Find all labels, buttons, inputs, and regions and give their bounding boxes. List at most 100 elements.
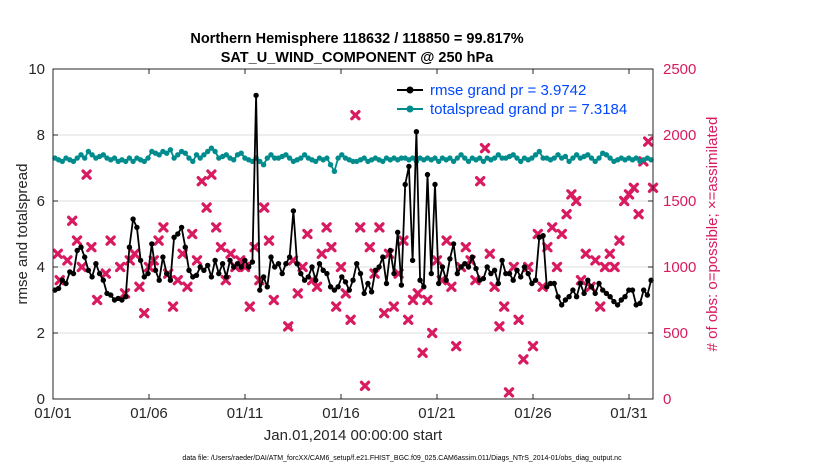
spread-point [78,152,84,158]
obs-assimilated-marker [71,235,83,246]
rmse-point [532,277,539,283]
footnote: data file: /Users/raeder/DAI/ATM_forcXX/… [182,455,622,462]
spread-point [499,155,505,161]
spread-point [596,155,602,161]
obs-assimilated-marker [412,288,423,299]
x-tick-label: 01/26 [514,405,552,422]
obs-assimilated-marker [460,242,471,253]
legend-rmse-marker [406,86,414,94]
obs-assimilated-marker [302,228,313,240]
obs-assimilated-marker [316,248,327,259]
rmse-point [540,233,546,239]
plot-background [53,69,653,399]
rmse-point [219,261,226,267]
rmse-point [447,256,453,262]
spread-point [212,148,218,155]
rmse-point [182,244,188,250]
obs-assimilated-marker [518,354,529,365]
rmse-point [577,280,583,287]
rmse-point [175,231,181,237]
obs-assimilated-marker [225,248,236,259]
obs-assimilated-marker [374,222,385,233]
obs-assimilated-marker [129,248,140,259]
obs-assimilated-marker [201,202,212,213]
obs-assimilated-marker [331,301,342,312]
spread-point [260,162,267,168]
obs-assimilated-marker [134,281,145,292]
obs-assimilated-marker [556,228,567,240]
rmse-point [216,270,222,277]
y-tick-label: 2 [37,325,45,342]
spread-point [141,158,147,165]
rmse-point [290,208,297,214]
spread-point [231,157,237,163]
rmse-point [119,297,125,303]
rmse-point [506,270,513,277]
obs-assimilated-marker [100,268,111,279]
y2-tick-label: 0 [663,391,671,408]
rmse-point [488,270,494,277]
rmse-point [253,92,259,99]
ticks: 01/01 01/06 01/11 01/16 01/21 01/26 01/31 0 2 4 6 8… [28,61,696,422]
spread-point [182,150,188,156]
rmse-point [242,257,248,264]
plot-frame [52,68,654,400]
spread-point [536,148,542,155]
spread-point [111,155,118,161]
obs-assimilated-marker [259,202,270,213]
chart-title: Northern Hemisphere 118632 / 118850 = 99… [190,31,523,47]
spread-point [514,155,520,161]
obs-assimilated-marker [628,182,639,193]
rmse-point [622,294,628,300]
rmse-point [637,300,643,306]
obs-assimilated-marker [345,314,356,325]
rmse-point [592,290,598,297]
obs-assimilated-marker [571,195,582,207]
obs-assimilated-marker [479,143,491,154]
rmse-point [383,280,390,287]
rmse-point [555,294,561,300]
obs-assimilated-marker [167,301,179,312]
obs-assimilated-marker [292,288,303,299]
x-tick-label: 01/06 [130,405,168,422]
obs-assimilated-marker [67,215,78,226]
rmse-point [59,277,65,283]
rmse-point [149,241,155,247]
spread-point [331,168,338,174]
spread-point [339,152,345,158]
spread-point [566,158,572,165]
rmse-point [421,284,427,290]
rmse-layer [52,92,654,308]
spread-point [167,147,174,153]
spread-point [529,155,535,161]
rmse-point [100,277,107,283]
rmse-point [305,274,311,280]
rmse-point [70,270,77,277]
y2-tick-label: 1000 [663,259,696,276]
chart-subtitle: SAT_U_WIND_COMPONENT @ 250 hPa [221,50,494,66]
spread-point [164,150,170,156]
rmse-point [354,261,360,267]
rmse-point [432,181,438,188]
rmse-point [629,287,636,293]
rmse-point [398,282,405,288]
rmse-point [283,261,289,267]
rmse-point [141,274,147,280]
y-tick-label: 4 [37,259,45,276]
obs-assimilated-marker [139,308,150,319]
rmse-point [268,254,274,260]
rmse-point [473,265,479,272]
rmse-point [518,274,524,280]
rmse-point [301,277,308,283]
spread-point [123,158,129,165]
spread-point [454,155,460,161]
rmse-point [339,274,345,280]
spread-point [208,145,215,151]
spread-point [573,152,580,158]
rmse-point [167,277,174,283]
rmse-point [275,261,282,267]
rmse-point [409,257,416,264]
spread-point [257,158,263,165]
obs-assimilated-marker [580,248,591,259]
rmse-point [357,270,364,277]
